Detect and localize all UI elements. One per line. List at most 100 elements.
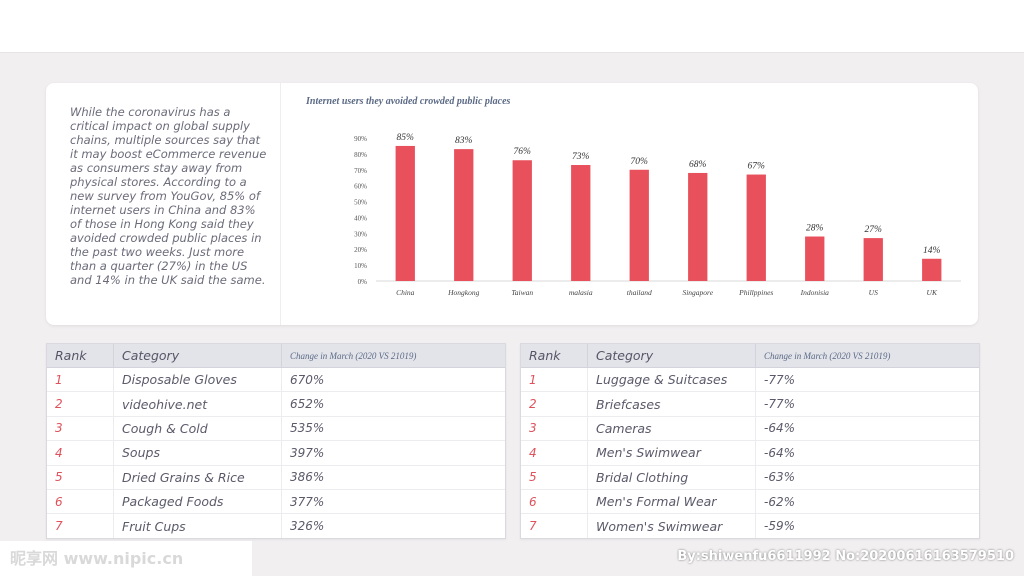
x-tick-label: malasia (569, 288, 593, 297)
table-row: 7 Fruit Cups 326% (47, 514, 505, 538)
table-row: 2 Briefcases -77% (521, 392, 979, 417)
change-cell: -63% (764, 470, 796, 485)
bar-value-label: 85% (397, 133, 415, 143)
top-decline-table: Rank Category Change in March (2020 VS 2… (520, 343, 980, 539)
table-header-row: Rank Category Change in March (2020 VS 2… (47, 344, 505, 368)
rank-cell: 4 (47, 441, 114, 465)
category-column-header: Category (114, 344, 282, 367)
table-row: 1 Luggage & Suitcases -77% (521, 368, 979, 393)
y-tick-label: 70% (354, 167, 367, 175)
category-cell: videohive.net (114, 392, 282, 416)
category-cell: Bridal Clothing (588, 465, 756, 489)
change-cell: 652% (290, 397, 325, 412)
bar-value-label: 27% (865, 225, 883, 235)
bar (629, 169, 649, 281)
table-row: 6 Men's Formal Wear -62% (521, 489, 979, 515)
category-cell: Men's Formal Wear (588, 489, 756, 514)
card-divider (280, 83, 281, 325)
category-cell: Fruit Cups (114, 514, 282, 538)
bar (395, 145, 415, 281)
rank-cell: 4 (521, 441, 588, 465)
x-tick-label: Phillppines (738, 288, 773, 297)
chart-title: Internet users they avoided crowded publ… (306, 96, 511, 107)
table-row: 5 Bridal Clothing -63% (521, 465, 979, 490)
bar-value-label: 76% (514, 147, 532, 157)
x-tick-label: Hongkong (447, 288, 479, 297)
change-cell: -77% (764, 397, 796, 412)
y-tick-label: 50% (354, 199, 367, 207)
category-cell: Luggage & Suitcases (588, 368, 756, 392)
change-cell: -62% (764, 494, 796, 509)
y-tick-label: 80% (354, 151, 367, 159)
category-cell: Cameras (588, 416, 756, 441)
change-cell: 326% (290, 519, 325, 534)
y-tick-label: 0% (358, 278, 368, 286)
rank-cell: 2 (47, 392, 114, 416)
change-cell: -77% (764, 372, 796, 387)
category-cell: Women's Swimwear (588, 514, 756, 538)
rank-cell: 3 (521, 416, 588, 441)
category-cell: Packaged Foods (114, 489, 282, 514)
change-column-header: Change in March (2020 VS 21019) (290, 350, 417, 361)
x-tick-label: Taiwan (511, 288, 533, 297)
x-tick-label: UK (927, 288, 938, 297)
top-growth-table: Rank Category Change in March (2020 VS 2… (46, 343, 506, 539)
table-row: 3 Cough & Cold 535% (47, 416, 505, 442)
table-row: 1 Disposable Gloves 670% (47, 368, 505, 393)
rank-cell: 2 (521, 392, 588, 416)
rank-cell: 7 (521, 514, 588, 538)
table-row: 4 Soups 397% (47, 441, 505, 466)
change-cell: 377% (290, 494, 325, 509)
table-row: 2 videohive.net 652% (47, 392, 505, 417)
category-cell: Men's Swimwear (588, 441, 756, 465)
rank-cell: 3 (47, 416, 114, 441)
change-cell: -64% (764, 421, 796, 436)
bar (746, 174, 766, 281)
rank-column-header: Rank (521, 344, 588, 367)
x-tick-label: Singapore (682, 288, 713, 297)
table-header-row: Rank Category Change in March (2020 VS 2… (521, 344, 979, 368)
category-cell: Dried Grains & Rice (114, 465, 282, 489)
category-cell: Soups (114, 441, 282, 465)
change-cell: 386% (290, 470, 325, 485)
bar (454, 149, 474, 281)
bar (805, 236, 825, 281)
rank-cell: 6 (47, 489, 114, 514)
x-tick-label: China (396, 288, 415, 297)
bar (863, 238, 883, 281)
x-tick-label: Indonisia (800, 288, 830, 297)
bar (922, 258, 942, 281)
category-cell: Briefcases (588, 392, 756, 416)
rank-column-header: Rank (47, 344, 114, 367)
chart-card: While the coronavirus has a critical imp… (46, 83, 978, 325)
bar-value-label: 28% (806, 224, 824, 234)
rank-cell: 5 (521, 465, 588, 489)
change-cell: -59% (764, 519, 796, 534)
x-tick-label: thailand (627, 288, 652, 297)
x-tick-label: US (869, 288, 878, 297)
table-row: 3 Cameras -64% (521, 416, 979, 442)
category-cell: Cough & Cold (114, 416, 282, 441)
change-cell: 397% (290, 445, 325, 460)
table-row: 4 Men's Swimwear -64% (521, 441, 979, 466)
bar (571, 165, 591, 281)
table-row: 5 Dried Grains & Rice 386% (47, 465, 505, 490)
rank-cell: 1 (521, 368, 588, 392)
bar-value-label: 73% (572, 152, 590, 162)
rank-cell: 1 (47, 368, 114, 392)
rank-cell: 6 (521, 489, 588, 514)
category-cell: Disposable Gloves (114, 368, 282, 392)
change-column-header: Change in March (2020 VS 21019) (764, 350, 891, 361)
bar-value-label: 83% (455, 136, 473, 146)
bar-value-label: 67% (748, 162, 766, 172)
table-row: 7 Women's Swimwear -59% (521, 514, 979, 538)
change-cell: 535% (290, 421, 325, 436)
bar-value-label: 68% (689, 160, 707, 170)
bar-value-label: 14% (923, 246, 941, 256)
category-column-header: Category (588, 344, 756, 367)
rank-cell: 7 (47, 514, 114, 538)
y-tick-label: 20% (354, 246, 367, 254)
y-tick-label: 10% (354, 262, 367, 270)
rank-cell: 5 (47, 465, 114, 489)
y-tick-label: 40% (354, 214, 367, 222)
